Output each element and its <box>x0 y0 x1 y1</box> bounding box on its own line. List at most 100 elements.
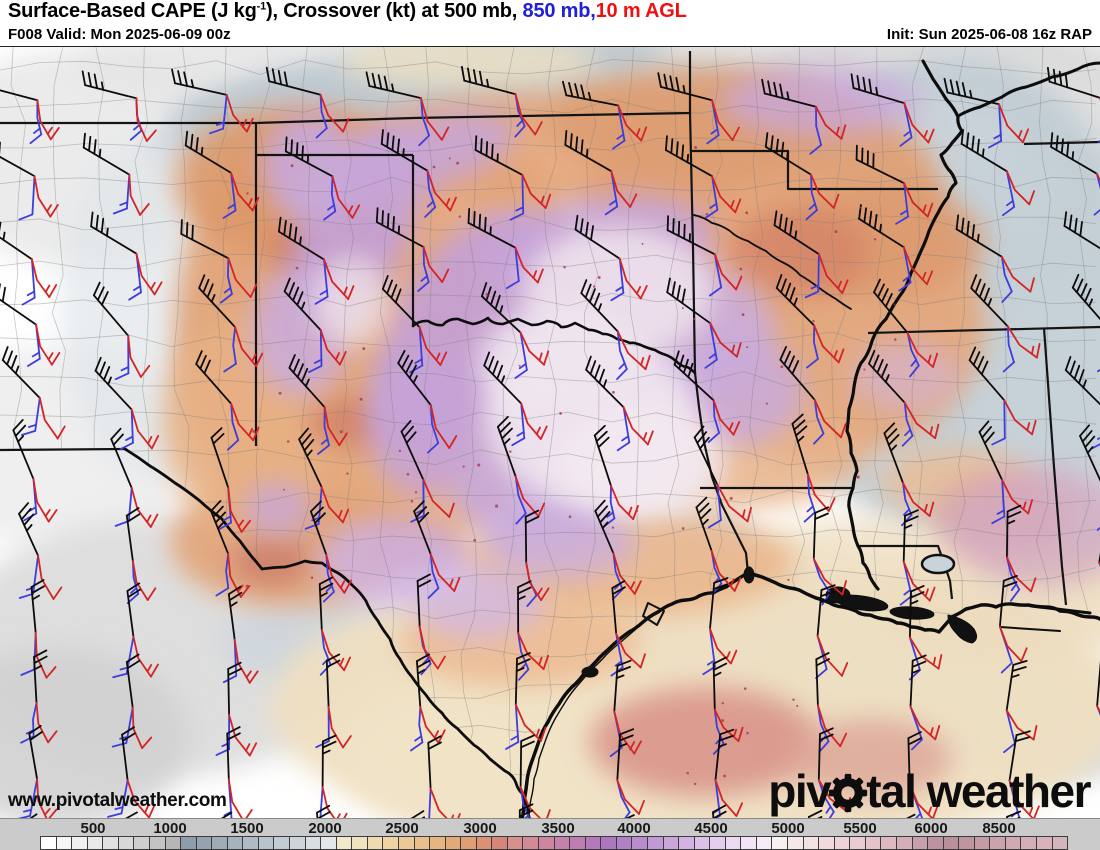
colorbar-swatch <box>942 837 959 849</box>
colorbar-swatch <box>289 837 305 849</box>
colorbar-swatch <box>211 837 227 849</box>
colorbar-swatches <box>40 836 1068 850</box>
colorbar-swatch <box>833 837 850 849</box>
forecast-valid-label: F008 Valid: Mon 2025-06-09 00z <box>8 26 231 43</box>
colorbar-tick-label: 3000 <box>463 820 497 837</box>
title-part: 850 mb, <box>522 0 596 22</box>
title-part: 10 m AGL <box>595 0 687 22</box>
model-init-label: Init: Sun 2025-06-08 16z RAP <box>886 26 1092 43</box>
title-part: -1 <box>256 0 267 13</box>
colorbar-swatch <box>569 837 585 849</box>
colorbar-swatch <box>180 837 196 849</box>
colorbar-swatch <box>195 837 212 849</box>
colorbar-swatch <box>522 837 538 849</box>
colorbar-swatch <box>164 837 181 849</box>
colorbar-swatch <box>86 837 103 849</box>
weather-map: www.pivotalweather.com piv tal weather <box>0 46 1100 818</box>
colorbar-tick-label: 2000 <box>308 820 342 837</box>
colorbar-swatch <box>864 837 881 849</box>
colorbar-swatch <box>366 837 383 849</box>
colorbar-swatch <box>444 837 461 849</box>
colorbar-swatch <box>335 837 352 849</box>
logo-text-left: piv <box>768 765 831 817</box>
colorbar: 500 1000 1500 2000 2500 3000 3500 4000 4500 5000 5… <box>0 818 1100 850</box>
colorbar-swatch <box>709 837 725 849</box>
colorbar-swatch <box>600 837 616 849</box>
watermark: www.pivotalweather.com <box>8 790 227 811</box>
colorbar-swatch <box>460 837 476 849</box>
colorbar-swatch <box>662 837 679 849</box>
colorbar-tick-label: 1000 <box>153 820 187 837</box>
colorbar-swatch <box>538 837 554 849</box>
colorbar-swatch <box>304 837 321 849</box>
map-canvas <box>0 47 1100 818</box>
colorbar-swatch <box>802 837 819 849</box>
colorbar-swatch <box>911 837 928 849</box>
colorbar-swatch <box>397 837 414 849</box>
colorbar-swatch <box>102 837 118 849</box>
colorbar-tick-label: 2500 <box>385 820 419 837</box>
colorbar-swatch <box>475 837 492 849</box>
colorbar-swatch <box>973 837 990 849</box>
colorbar-swatch <box>849 837 865 849</box>
colorbar-tick-label: 8500 <box>982 820 1016 837</box>
colorbar-swatch <box>506 837 523 849</box>
colorbar-swatch <box>740 837 756 849</box>
colorbar-swatch <box>646 837 663 849</box>
colorbar-tick-label: 6000 <box>914 820 948 837</box>
colorbar-tick-label: 4500 <box>694 820 728 837</box>
colorbar-swatch <box>413 837 430 849</box>
colorbar-swatch <box>351 837 367 849</box>
colorbar-swatch <box>818 837 834 849</box>
colorbar-tick-label: 1500 <box>230 820 264 837</box>
colorbar-swatch <box>584 837 601 849</box>
colorbar-swatch <box>927 837 943 849</box>
colorbar-swatch <box>880 837 896 849</box>
header-bar: Surface-Based CAPE (J kg-1), Crossover (… <box>0 0 1100 46</box>
colorbar-swatch <box>1020 837 1036 849</box>
sub-header: F008 Valid: Mon 2025-06-09 00z Init: Sun… <box>0 26 1100 46</box>
wind-barbs-layer <box>0 65 1100 818</box>
colorbar-tick-label: 3500 <box>541 820 575 837</box>
colorbar-swatch <box>553 837 570 849</box>
title-part: Surface-Based CAPE (J kg <box>8 0 257 22</box>
colorbar-swatch <box>989 837 1005 849</box>
rivers-coastline-layer <box>123 59 1100 818</box>
colorbar-swatch <box>117 837 134 849</box>
colorbar-swatch <box>787 837 803 849</box>
colorbar-swatch <box>429 837 445 849</box>
colorbar-swatch <box>257 837 274 849</box>
speckle-dots-layer <box>245 146 897 786</box>
colorbar-swatch <box>693 837 710 849</box>
colorbar-swatch <box>491 837 507 849</box>
cape-shading-layer <box>0 47 1100 818</box>
colorbar-swatch <box>1036 837 1052 849</box>
page-title: Surface-Based CAPE (J kg-1), Crossover (… <box>8 0 687 23</box>
logo-text-right: tal weather <box>866 765 1091 817</box>
colorbar-swatch <box>724 837 741 849</box>
colorbar-tick-label: 4000 <box>617 820 651 837</box>
colorbar-tick-label: 5000 <box>771 820 805 837</box>
brand-logo: piv tal weather <box>768 765 1091 817</box>
gear-icon <box>829 773 868 813</box>
colorbar-swatch <box>631 837 647 849</box>
colorbar-swatch <box>41 837 56 849</box>
colorbar-swatch <box>755 837 772 849</box>
colorbar-swatch <box>226 837 243 849</box>
colorbar-swatch <box>273 837 289 849</box>
title-part: ), Crossover (kt) at 500 mb, <box>266 0 523 22</box>
colorbar-swatch <box>1004 837 1021 849</box>
colorbar-swatch <box>678 837 694 849</box>
colorbar-swatch <box>133 837 149 849</box>
colorbar-swatch <box>1051 837 1068 849</box>
colorbar-swatch <box>615 837 632 849</box>
colorbar-tick-label: 5500 <box>843 820 877 837</box>
colorbar-swatch <box>242 837 258 849</box>
colorbar-swatch <box>148 837 165 849</box>
colorbar-swatch <box>55 837 72 849</box>
colorbar-swatch <box>958 837 974 849</box>
colorbar-swatch <box>771 837 787 849</box>
colorbar-swatch <box>71 837 87 849</box>
colorbar-tick-label: 500 <box>80 820 106 837</box>
